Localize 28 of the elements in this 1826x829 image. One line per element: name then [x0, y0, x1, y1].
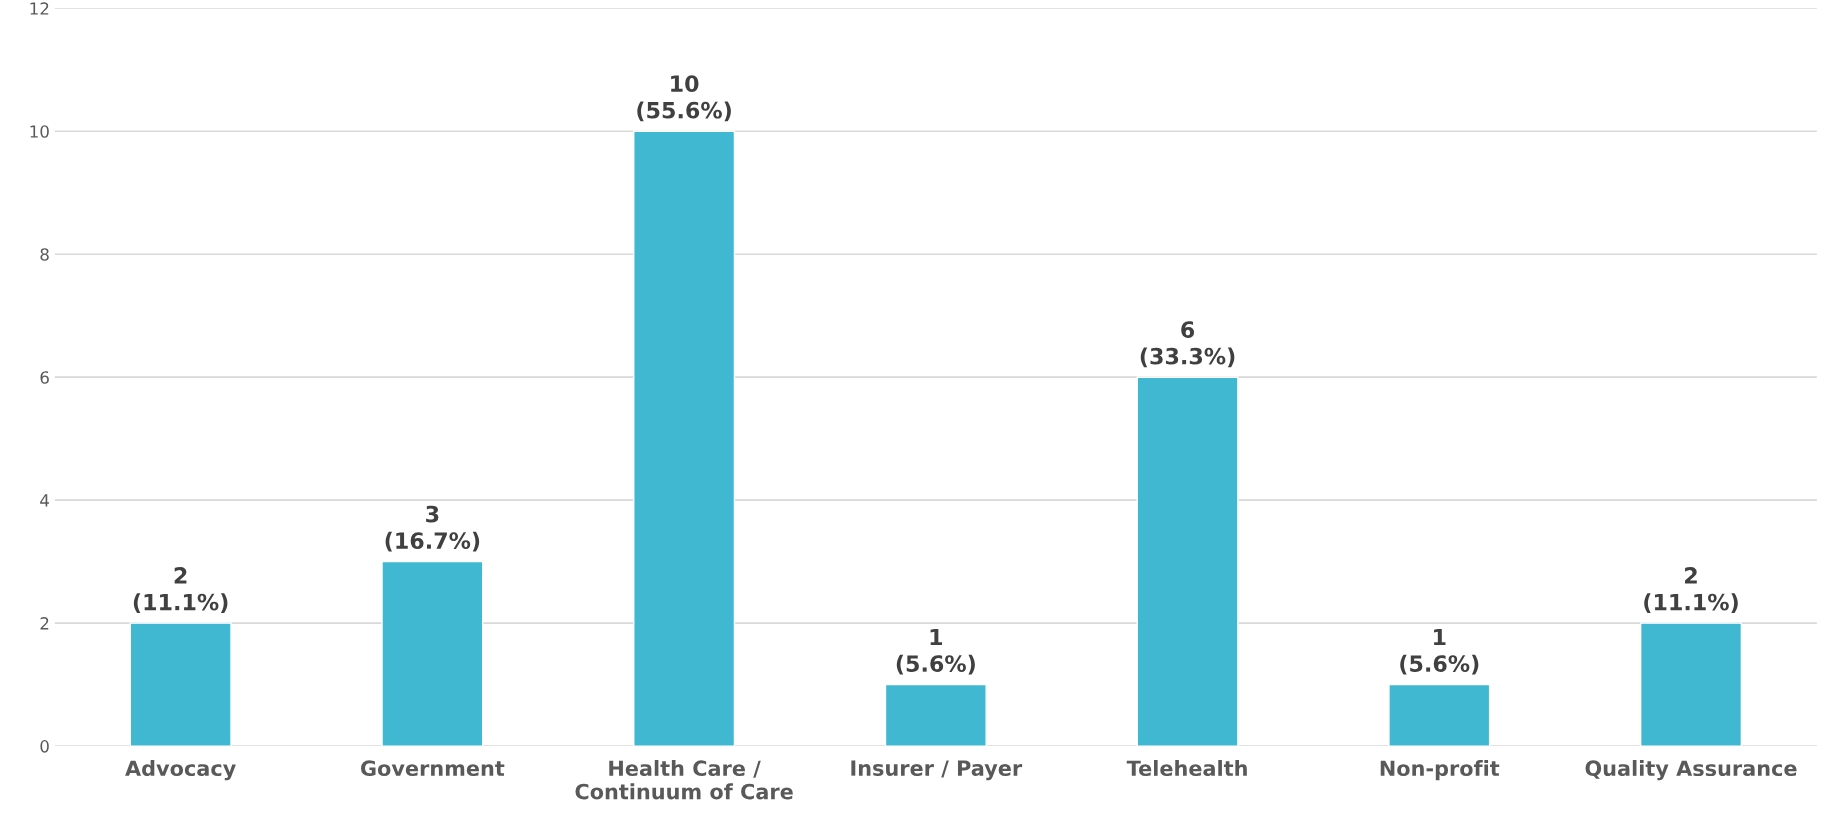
data-label: 1 (5.6%): [896, 628, 975, 675]
data-label: 3 (16.7%): [385, 505, 480, 552]
x-tick-label: Non-profit: [1380, 759, 1500, 781]
data-label: 6 (33.3%): [1140, 321, 1235, 368]
y-tick-label: 12: [30, 2, 49, 15]
bar: [1136, 376, 1239, 747]
bar: [633, 130, 736, 747]
data-label: 1 (5.6%): [1400, 628, 1479, 675]
y-tick-label: 2: [40, 617, 49, 630]
y-tick-label: 10: [30, 125, 49, 138]
data-label: 10 (55.6%): [637, 75, 731, 122]
bar: [381, 560, 484, 747]
y-tick-label: 4: [40, 494, 49, 507]
x-tick-label: Advocacy: [125, 759, 236, 781]
x-tick-label: Health Care / Continuum of Care: [575, 759, 793, 800]
bar: [884, 683, 987, 747]
x-tick-label: Telehealth: [1126, 759, 1247, 777]
x-tick-label: Government: [360, 760, 505, 777]
y-tick-label: 8: [40, 248, 49, 261]
y-tick-label: 0: [40, 740, 49, 753]
bar: [1388, 683, 1491, 747]
data-label: 2 (11.1%): [1644, 567, 1738, 614]
y-tick-label: 6: [40, 371, 49, 384]
data-label: 2 (11.1%): [133, 567, 228, 614]
x-tick-label: Quality Assurance: [1585, 759, 1797, 781]
x-tick-label: Insurer / Payer: [851, 760, 1023, 781]
bar: [1639, 622, 1743, 747]
bar: [129, 622, 232, 747]
